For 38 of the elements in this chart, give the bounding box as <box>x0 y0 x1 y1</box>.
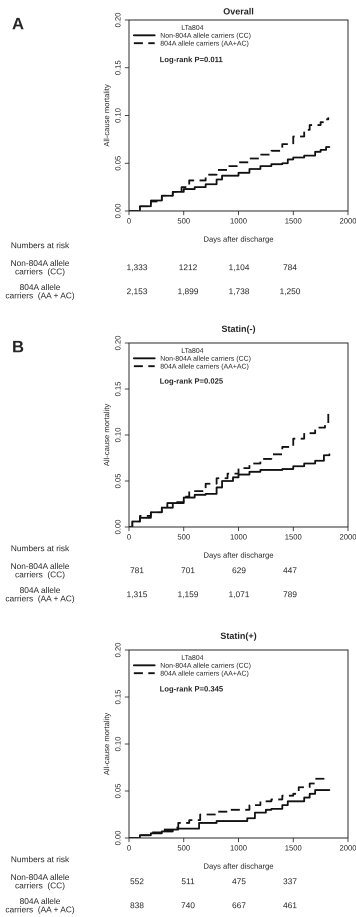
text: Non-804A allele carriers (CC) <box>11 260 70 276</box>
text: 781 <box>130 567 144 574</box>
text: Numbers at risk <box>12 545 70 552</box>
text: 337 <box>283 878 297 884</box>
text: A <box>12 18 24 30</box>
text: B <box>13 340 24 352</box>
text: 1,315 <box>127 591 148 598</box>
text: Non-804A allele carriers (CC) <box>11 562 70 580</box>
chart-title: Statin(-) <box>222 325 256 334</box>
text: 1,104 <box>229 264 250 272</box>
text: 789 <box>283 591 297 598</box>
text: 838 <box>130 902 144 908</box>
chart-title: Statin(+) <box>220 632 256 641</box>
text: 784 <box>283 264 297 270</box>
chart-title: Overall <box>224 8 254 15</box>
text: Numbers at risk <box>12 856 70 862</box>
text: 447 <box>283 567 297 574</box>
text: 1,333 <box>127 264 148 272</box>
text: 1,250 <box>280 288 300 296</box>
text: 511 <box>182 878 194 884</box>
text: 740 <box>181 902 195 908</box>
text: 629 <box>232 567 246 574</box>
text: 1,159 <box>178 591 198 598</box>
text: 804A allele carriers (AA + AC) <box>6 284 74 300</box>
text: 667 <box>232 902 246 908</box>
text: 2,153 <box>126 288 148 296</box>
text: Non-804A allele carriers (CC) <box>11 874 70 890</box>
text: 1212 <box>179 264 197 270</box>
text: 461 <box>283 902 297 908</box>
text: 1,738 <box>229 288 250 296</box>
text: 804A allele carriers (AA + AC) <box>6 586 74 604</box>
text: 552 <box>130 878 144 884</box>
text: 475 <box>232 878 246 884</box>
text: Numbers at risk <box>12 242 70 248</box>
text: 804A allele carriers (AA + AC) <box>6 898 74 914</box>
text: 701 <box>181 567 195 574</box>
text: 1,899 <box>178 288 198 296</box>
text: 1,071 <box>229 591 250 598</box>
